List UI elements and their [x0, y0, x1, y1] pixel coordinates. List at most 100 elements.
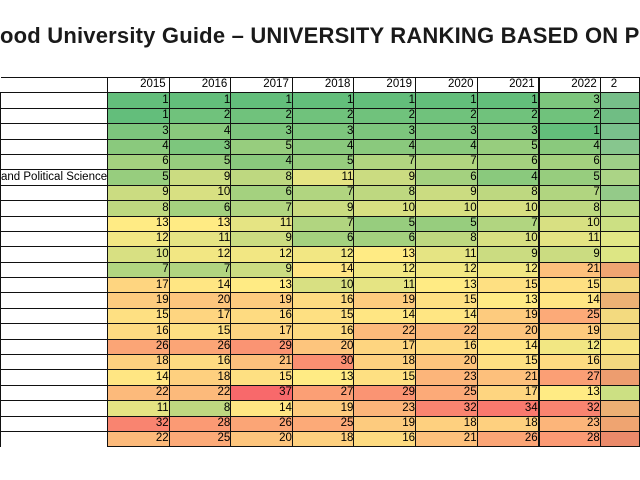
year-header-2019: 2019 [353, 76, 417, 94]
rank-cell: 16 [291, 323, 355, 340]
table-row: 11 8 14 19 23 32 34 32 [0, 400, 640, 417]
year-header-2021: 2021 [476, 76, 540, 94]
rank-cell-partial [599, 415, 640, 432]
rank-cell: 1 [168, 92, 232, 109]
rank-cell: 5 [476, 138, 540, 155]
rank-cell: 3 [476, 123, 540, 140]
rank-cell-partial [599, 400, 640, 417]
rank-cell: 5 [230, 138, 293, 155]
rank-cell: 8 [168, 400, 232, 417]
rank-cell: 11 [107, 400, 170, 417]
rank-cell: 12 [537, 338, 601, 356]
rank-cell: 32 [537, 400, 601, 417]
rank-cell: 18 [291, 430, 355, 448]
rank-cell: 18 [415, 415, 478, 432]
rank-cell: 10 [353, 200, 417, 217]
rank-cell: 7 [537, 184, 601, 202]
rank-cell: 12 [353, 261, 417, 279]
rank-cell: 7 [168, 261, 232, 279]
table-row: 9 10 6 7 8 9 8 7 [0, 184, 640, 202]
rank-cell: 1 [107, 107, 170, 125]
rank-cell: 15 [230, 369, 293, 386]
rank-cell-partial [599, 107, 640, 125]
year-header-partial: 2 [599, 76, 640, 94]
rank-cell: 2 [168, 107, 232, 125]
rank-cell: 7 [415, 153, 478, 171]
rank-cell: 12 [168, 246, 232, 263]
rank-cell: 4 [476, 169, 540, 186]
rank-cell-partial [599, 369, 640, 386]
rank-cell: 7 [230, 200, 293, 217]
rank-cell: 10 [476, 200, 540, 217]
rank-cell: 13 [107, 215, 170, 232]
rank-cell: 10 [168, 184, 232, 202]
rank-cell: 15 [353, 369, 417, 386]
rank-cell: 4 [107, 138, 170, 155]
rank-cell: 21 [230, 354, 293, 371]
rank-cell: 25 [537, 307, 601, 325]
rank-cell: 18 [107, 354, 170, 371]
rank-cell: 19 [353, 292, 417, 309]
rank-cell: 26 [476, 430, 540, 448]
ranking-table-body: 2015 2016 2017 2018 2019 2020 2021 2022 2 1 1 1 1 1 1 1… [0, 76, 640, 448]
rank-cell: 1 [230, 92, 293, 109]
university-name-cell [0, 369, 109, 386]
rank-cell: 21 [415, 430, 478, 448]
rank-cell: 3 [353, 123, 417, 140]
rank-cell: 23 [415, 369, 478, 386]
rank-cell: 6 [230, 184, 293, 202]
table-row: 18 16 21 30 18 20 15 16 [0, 354, 640, 371]
rank-cell: 20 [415, 354, 478, 371]
rank-cell: 29 [230, 338, 293, 356]
rank-cell: 28 [537, 430, 601, 448]
rank-cell: 25 [168, 430, 232, 448]
rank-cell: 10 [107, 246, 170, 263]
year-header-2016: 2016 [168, 76, 232, 94]
rank-cell: 9 [476, 246, 540, 263]
rank-cell: 20 [291, 338, 355, 356]
rank-cell: 17 [353, 338, 417, 356]
table-row: 8 6 7 9 10 10 10 8 [0, 200, 640, 217]
rank-cell: 13 [291, 369, 355, 386]
rank-cell: 19 [107, 292, 170, 309]
university-name-cell [0, 107, 109, 125]
rank-cell: 21 [537, 261, 601, 279]
rank-cell: 4 [230, 153, 293, 171]
rank-cell: 28 [168, 415, 232, 432]
rank-cell: 2 [353, 107, 417, 125]
rank-cell: 26 [230, 415, 293, 432]
rank-cell: 22 [415, 323, 478, 340]
rank-cell-partial [599, 123, 640, 140]
year-header-2022: 2022 [537, 76, 601, 94]
rank-cell: 7 [291, 184, 355, 202]
rank-cell: 1 [537, 123, 601, 140]
rank-cell: 5 [415, 215, 478, 232]
university-name-cell [0, 215, 109, 232]
rank-cell: 9 [230, 261, 293, 279]
rank-cell: 4 [291, 138, 355, 155]
rank-cell: 19 [537, 323, 601, 340]
table-row: 16 15 17 16 22 22 20 19 [0, 323, 640, 340]
rank-cell-partial [599, 261, 640, 279]
university-column-header [0, 76, 109, 94]
rank-cell: 1 [415, 92, 478, 109]
page-title: ood University Guide – UNIVERSITY RANKIN… [0, 23, 640, 48]
university-name-cell: and Political Science [0, 169, 109, 186]
rank-cell: 13 [230, 277, 293, 294]
rank-cell: 15 [415, 292, 478, 309]
year-header-2018: 2018 [291, 76, 355, 94]
rank-cell: 23 [537, 415, 601, 432]
rank-cell: 6 [353, 230, 417, 248]
rank-cell: 3 [107, 123, 170, 140]
rank-cell: 11 [168, 230, 232, 248]
university-name-cell [0, 307, 109, 325]
rank-cell: 11 [415, 246, 478, 263]
rank-cell-partial [599, 307, 640, 325]
rank-cell: 8 [537, 200, 601, 217]
rank-cell: 8 [107, 200, 170, 217]
